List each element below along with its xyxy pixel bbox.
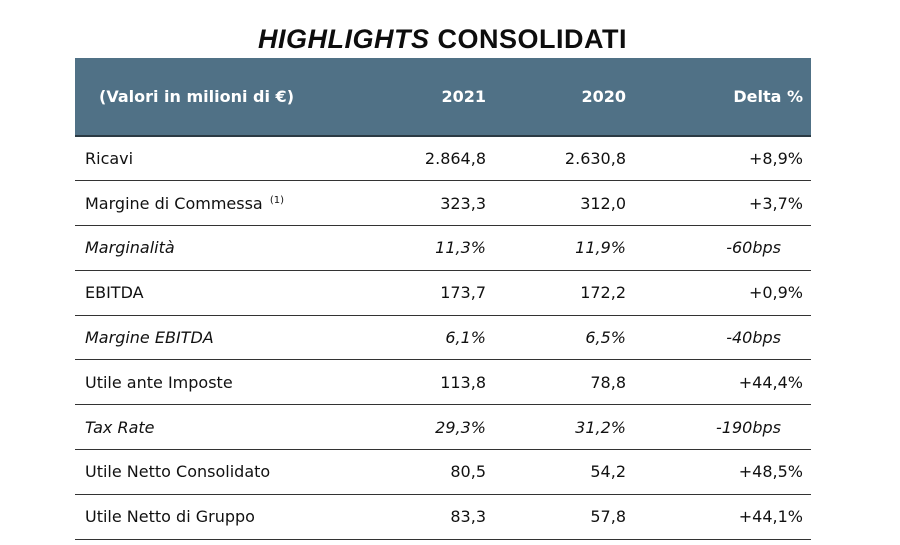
value-2021: 83,3	[378, 494, 514, 540]
row-label-text: Ricavi	[85, 149, 134, 169]
table-row: Marginalità 11,3% 11,9% -60bps	[75, 225, 811, 271]
value-delta: +8,9%	[654, 136, 811, 182]
row-label: Ricavi	[75, 136, 378, 182]
row-label: EBITDA	[75, 270, 378, 316]
value-2021: 173,7	[378, 270, 514, 316]
value-delta: +44,1%	[654, 494, 811, 540]
value-delta: -190bps	[654, 404, 811, 451]
row-label: Tax Rate	[75, 404, 378, 451]
table-row: EBITDA 173,7 172,2 +0,9%	[75, 270, 811, 316]
row-label-text: Utile Netto Consolidato	[85, 462, 271, 482]
page-title: HIGHLIGHTS CONSOLIDATI	[0, 22, 885, 56]
table-row: Ricavi 2.864,8 2.630,8 +8,9%	[75, 136, 811, 182]
value-2021: 80,5	[378, 449, 514, 495]
row-label-text: Marginalità	[85, 238, 175, 258]
row-label-text: Utile ante Imposte	[85, 372, 233, 392]
header-2020: 2020	[514, 58, 654, 137]
table-row: Margine di Commessa (1) 323,3 312,0 +3,7…	[75, 180, 811, 227]
value-delta: +48,5%	[654, 449, 811, 495]
header-delta: Delta %	[654, 58, 811, 137]
table-row: Utile Netto di Gruppo 83,3 57,8 +44,1%	[75, 494, 811, 540]
value-delta: -40bps	[654, 315, 811, 361]
value-2020: 31,2%	[514, 404, 654, 451]
value-2020: 11,9%	[514, 225, 654, 271]
row-label-text: Utile Netto di Gruppo	[85, 507, 255, 527]
table-row: Utile ante Imposte 113,8 78,8 +44,4%	[75, 359, 811, 406]
row-label: Marginalità	[75, 225, 378, 271]
value-2021: 11,3%	[378, 225, 514, 271]
row-label-text: Margine di Commessa	[85, 193, 263, 213]
value-2020: 172,2	[514, 270, 654, 316]
value-2021: 2.864,8	[378, 136, 514, 182]
table-row: Tax Rate 29,3% 31,2% -190bps	[75, 404, 811, 451]
value-2020: 78,8	[514, 359, 654, 406]
value-2020: 6,5%	[514, 315, 654, 361]
value-2020: 57,8	[514, 494, 654, 540]
table-row: Utile Netto Consolidato 80,5 54,2 +48,5%	[75, 449, 811, 495]
title-italic-part: HIGHLIGHTS	[257, 24, 430, 54]
row-label: Margine EBITDA	[75, 315, 378, 361]
header-units-label: (Valori in milioni di €)	[75, 58, 378, 137]
value-delta: +0,9%	[654, 270, 811, 316]
row-label: Utile Netto Consolidato	[75, 449, 378, 495]
value-2021: 323,3	[378, 180, 514, 227]
row-label-text: Margine EBITDA	[85, 328, 214, 348]
header-2021: 2021	[378, 58, 514, 137]
value-delta: -60bps	[654, 225, 811, 271]
value-2021: 29,3%	[378, 404, 514, 451]
row-label: Utile Netto di Gruppo	[75, 494, 378, 540]
table-row: Margine EBITDA 6,1% 6,5% -40bps	[75, 315, 811, 361]
value-delta: +44,4%	[654, 359, 811, 406]
row-label: Utile ante Imposte	[75, 359, 378, 406]
row-label: Margine di Commessa (1)	[75, 180, 378, 227]
footnote-marker: (1)	[269, 194, 284, 206]
value-2021: 6,1%	[378, 315, 514, 361]
row-label-text: Tax Rate	[85, 417, 155, 437]
value-delta: +3,7%	[654, 180, 811, 227]
value-2020: 2.630,8	[514, 136, 654, 182]
highlights-table: (Valori in milioni di €) 2021 2020 Delta…	[75, 58, 811, 540]
title-regular-part: CONSOLIDATI	[437, 24, 627, 54]
row-label-text: EBITDA	[85, 283, 144, 303]
value-2020: 312,0	[514, 180, 654, 227]
value-2021: 113,8	[378, 359, 514, 406]
value-2020: 54,2	[514, 449, 654, 495]
table-header-row: (Valori in milioni di €) 2021 2020 Delta…	[75, 58, 811, 137]
